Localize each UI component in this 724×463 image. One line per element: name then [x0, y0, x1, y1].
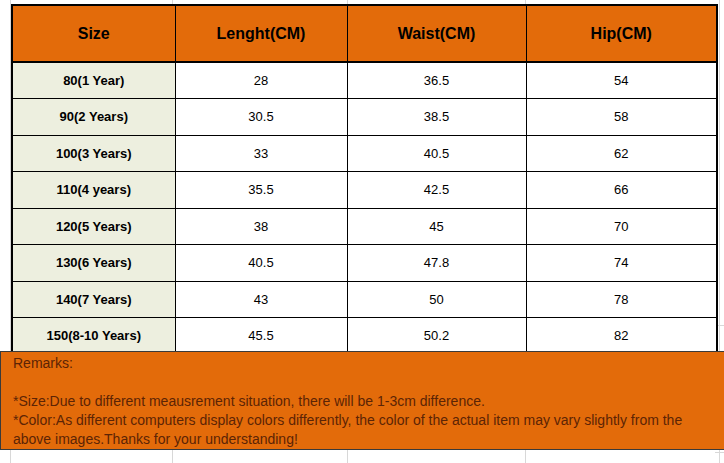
- hip-cell: 74: [526, 245, 717, 282]
- hip-cell: 54: [526, 62, 717, 99]
- size-cell: 140(7 Years): [12, 281, 175, 318]
- gridline: [715, 452, 724, 453]
- hip-cell: 58: [526, 99, 717, 136]
- length-cell: 45.5: [175, 318, 347, 355]
- length-cell: 33: [175, 135, 347, 172]
- column-header-size: Size: [12, 5, 175, 62]
- length-cell: 28: [175, 62, 347, 99]
- size-cell: 80(1 Year): [12, 62, 175, 99]
- table-row: 100(3 Years) 33 40.5 62: [12, 135, 717, 172]
- waist-cell: 50.2: [347, 318, 526, 355]
- remarks-box: Remarks: *Size:Due to different meausrem…: [0, 351, 724, 450]
- hip-cell: 66: [526, 172, 717, 209]
- column-header-hip: Hip(CM): [526, 5, 717, 62]
- column-header-length: Lenght(CM): [175, 5, 347, 62]
- length-cell: 38: [175, 208, 347, 245]
- table-row: 130(6 Years) 40.5 47.8 74: [12, 245, 717, 282]
- remarks-color-note-2: above images.Thanks for your understandi…: [13, 430, 724, 449]
- size-cell: 130(6 Years): [12, 245, 175, 282]
- table-row: 120(5 Years) 38 45 70: [12, 208, 717, 245]
- length-cell: 30.5: [175, 99, 347, 136]
- waist-cell: 47.8: [347, 245, 526, 282]
- waist-cell: 38.5: [347, 99, 526, 136]
- remarks-size-note: *Size:Due to different meausrement situa…: [13, 392, 724, 411]
- table-row: 80(1 Year) 28 36.5 54: [12, 62, 717, 99]
- table-row: 140(7 Years) 43 50 78: [12, 281, 717, 318]
- length-cell: 35.5: [175, 172, 347, 209]
- size-cell: 110(4 years): [12, 172, 175, 209]
- size-cell: 90(2 Years): [12, 99, 175, 136]
- length-cell: 43: [175, 281, 347, 318]
- length-cell: 40.5: [175, 245, 347, 282]
- waist-cell: 42.5: [347, 172, 526, 209]
- hip-cell: 78: [526, 281, 717, 318]
- size-cell: 150(8-10 Years): [12, 318, 175, 355]
- size-cell: 120(5 Years): [12, 208, 175, 245]
- hip-cell: 82: [526, 318, 717, 355]
- hip-cell: 62: [526, 135, 717, 172]
- column-header-waist: Waist(CM): [347, 5, 526, 62]
- remarks-title: Remarks:: [13, 354, 724, 373]
- table-row: 110(4 years) 35.5 42.5 66: [12, 172, 717, 209]
- waist-cell: 40.5: [347, 135, 526, 172]
- waist-cell: 36.5: [347, 62, 526, 99]
- spreadsheet-canvas: Size Lenght(CM) Waist(CM) Hip(CM) 80(1 Y…: [0, 0, 724, 463]
- table-row: 150(8-10 Years) 45.5 50.2 82: [12, 318, 717, 355]
- waist-cell: 50: [347, 281, 526, 318]
- remarks-blank-line: [13, 373, 724, 392]
- size-cell: 100(3 Years): [12, 135, 175, 172]
- size-chart-table: Size Lenght(CM) Waist(CM) Hip(CM) 80(1 Y…: [11, 4, 718, 355]
- remarks-color-note: *Color:As different computers display co…: [13, 411, 724, 430]
- waist-cell: 45: [347, 208, 526, 245]
- table-row: 90(2 Years) 30.5 38.5 58: [12, 99, 717, 136]
- header-row: Size Lenght(CM) Waist(CM) Hip(CM): [12, 5, 717, 62]
- hip-cell: 70: [526, 208, 717, 245]
